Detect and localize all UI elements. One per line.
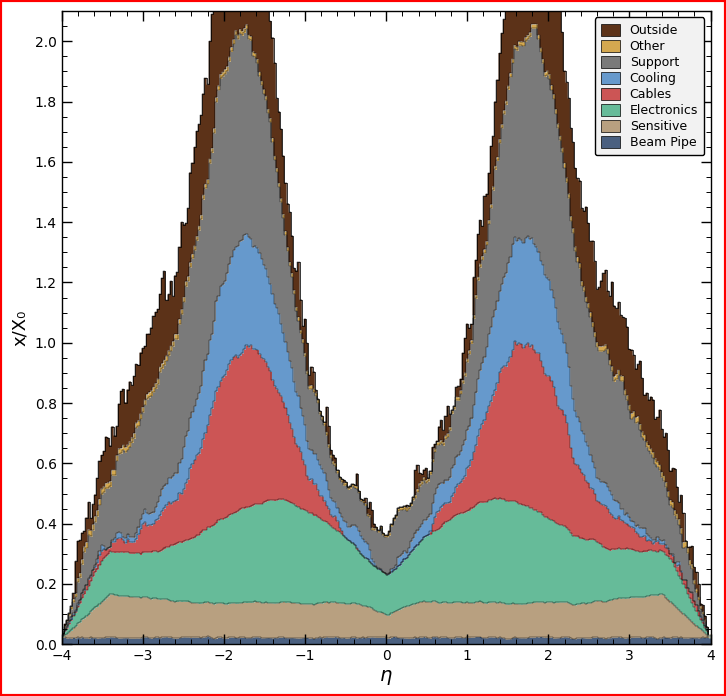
Legend: Outside, Other, Support, Cooling, Cables, Electronics, Sensitive, Beam Pipe: Outside, Other, Support, Cooling, Cables… xyxy=(595,17,704,155)
Y-axis label: x/X₀: x/X₀ xyxy=(11,310,29,346)
X-axis label: η: η xyxy=(380,666,392,685)
